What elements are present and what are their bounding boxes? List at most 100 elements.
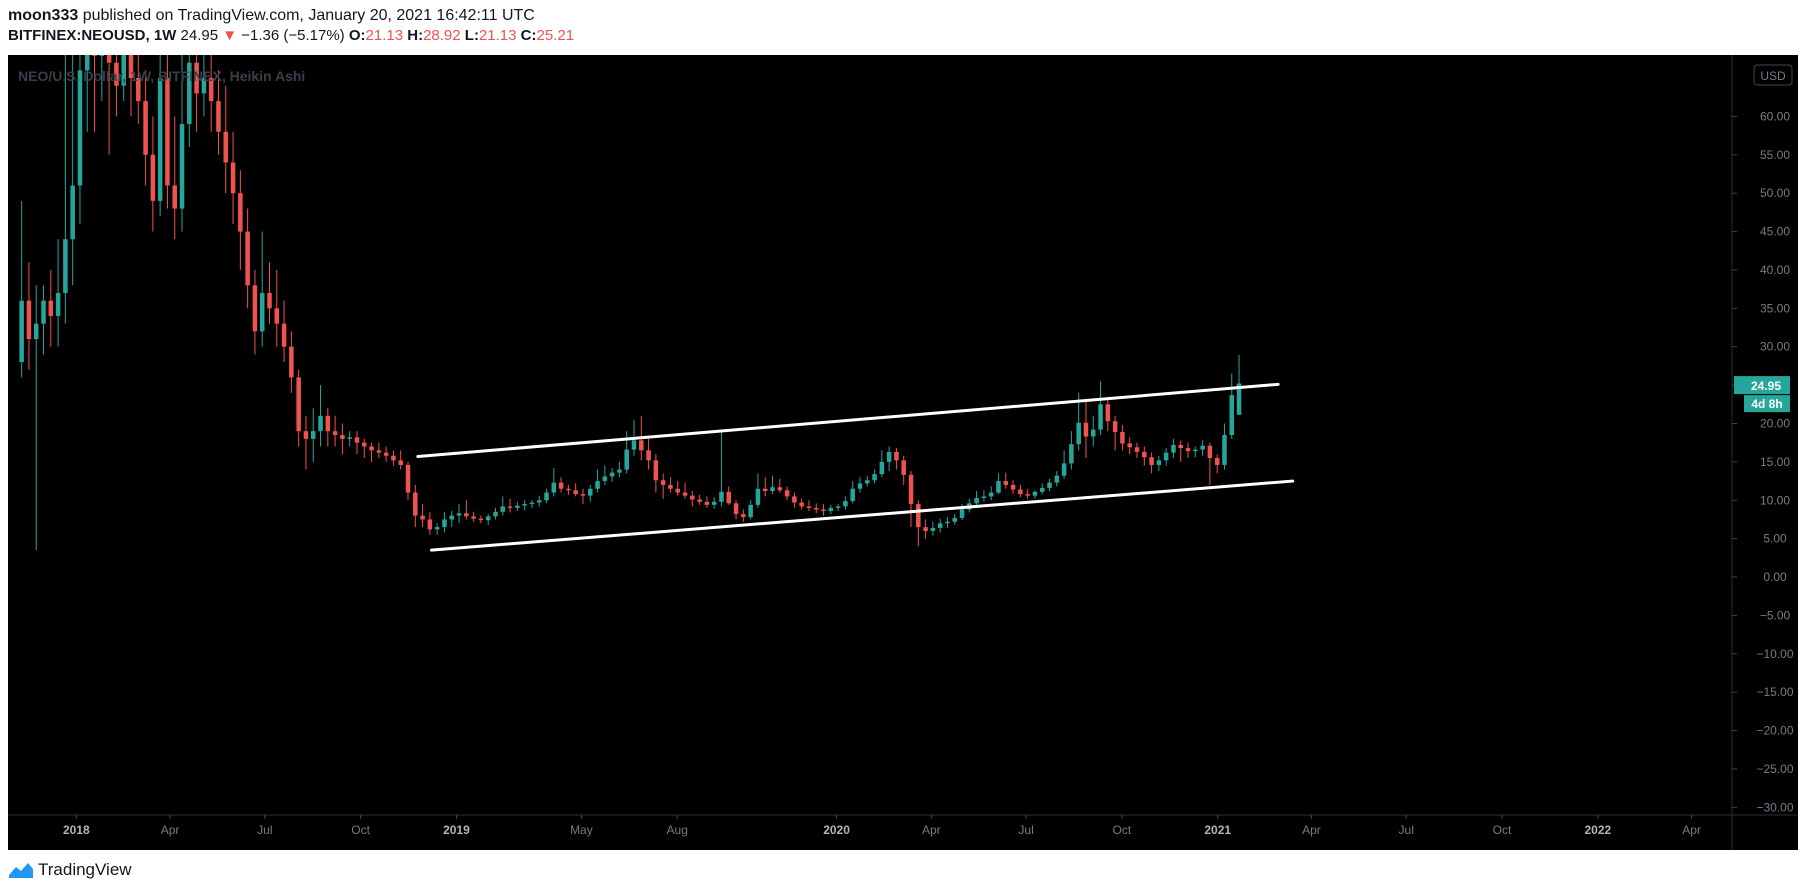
candle[interactable] (748, 500, 753, 520)
candle[interactable] (930, 521, 936, 536)
candle[interactable] (726, 486, 732, 505)
candle[interactable] (201, 55, 207, 117)
candle[interactable] (1156, 455, 1162, 472)
candle[interactable] (595, 469, 600, 493)
candle[interactable] (230, 131, 236, 224)
candle[interactable] (238, 170, 243, 270)
candle[interactable] (1207, 442, 1213, 485)
candle[interactable] (1112, 415, 1118, 451)
candle[interactable] (558, 477, 564, 493)
candle[interactable] (835, 504, 841, 511)
candle[interactable] (1047, 478, 1052, 492)
candle[interactable] (150, 116, 156, 232)
candle[interactable] (522, 500, 527, 511)
candle[interactable] (165, 55, 170, 209)
candle[interactable] (478, 515, 484, 524)
candle[interactable] (19, 200, 24, 378)
candle[interactable] (1105, 396, 1111, 432)
candle[interactable] (566, 484, 571, 495)
candle[interactable] (799, 498, 804, 510)
candle[interactable] (289, 331, 294, 393)
candle[interactable] (573, 483, 578, 497)
candle[interactable] (106, 55, 112, 155)
candle[interactable] (245, 208, 250, 309)
candle[interactable] (456, 504, 462, 524)
candle[interactable] (952, 514, 958, 525)
candle[interactable] (223, 85, 229, 194)
candle[interactable] (1214, 454, 1220, 474)
candle[interactable] (653, 454, 659, 493)
candle[interactable] (828, 504, 834, 515)
candle[interactable] (281, 300, 287, 363)
candle[interactable] (274, 269, 280, 347)
candle[interactable] (1229, 373, 1235, 439)
candle[interactable] (937, 518, 943, 533)
candle[interactable] (675, 481, 680, 496)
candle[interactable] (1120, 425, 1125, 451)
candle[interactable] (711, 497, 717, 509)
candle[interactable] (609, 468, 615, 482)
candle[interactable] (77, 55, 83, 224)
candle[interactable] (1149, 452, 1154, 474)
candle[interactable] (544, 488, 549, 504)
candle[interactable] (741, 509, 746, 522)
candle[interactable] (216, 70, 221, 155)
time-axis[interactable]: 2018 Apr Jul Oct 2019 May Aug 2020 Apr Jul Oct 2021… (63, 815, 1701, 837)
candle[interactable] (383, 446, 389, 462)
candle[interactable] (1222, 423, 1227, 470)
candle[interactable] (536, 495, 542, 507)
candle[interactable] (1098, 381, 1103, 435)
candle[interactable] (660, 473, 666, 499)
candle[interactable] (857, 477, 863, 493)
candle[interactable] (347, 431, 352, 447)
candle[interactable] (901, 455, 906, 485)
candle[interactable] (1025, 488, 1030, 499)
channel-trendline[interactable] (429, 479, 1295, 552)
candle[interactable] (1083, 400, 1089, 459)
candle[interactable] (99, 55, 105, 102)
candle[interactable] (777, 478, 783, 493)
candle[interactable] (719, 431, 724, 507)
candle[interactable] (318, 385, 323, 447)
candle[interactable] (434, 523, 440, 535)
candle[interactable] (121, 55, 126, 102)
candle[interactable] (872, 469, 877, 484)
candle[interactable] (617, 461, 622, 478)
candle[interactable] (806, 500, 812, 511)
candle[interactable] (894, 448, 899, 470)
candle[interactable] (1200, 440, 1205, 456)
candle[interactable] (580, 488, 586, 505)
candle[interactable] (325, 408, 331, 447)
candle[interactable] (449, 511, 455, 528)
candle[interactable] (668, 477, 673, 493)
footer-branding[interactable]: TradingView (8, 860, 132, 880)
candle[interactable] (128, 55, 134, 117)
candle[interactable] (485, 514, 491, 525)
candle[interactable] (376, 442, 382, 459)
candle[interactable] (136, 55, 141, 125)
candle[interactable] (1178, 440, 1183, 462)
candle[interactable] (1193, 446, 1198, 458)
candle[interactable] (33, 285, 39, 551)
candle[interactable] (92, 55, 97, 132)
candle[interactable] (369, 442, 374, 462)
candle[interactable] (1090, 415, 1096, 447)
author-name[interactable]: moon333 (8, 7, 79, 24)
candle[interactable] (755, 473, 761, 508)
candle[interactable] (405, 461, 411, 501)
candle[interactable] (157, 55, 163, 217)
candle[interactable] (821, 504, 826, 516)
candle[interactable] (1236, 355, 1242, 415)
candle[interactable] (865, 475, 870, 487)
candle[interactable] (398, 450, 403, 470)
candle[interactable] (332, 415, 338, 447)
candle[interactable] (1054, 471, 1060, 487)
candle[interactable] (1134, 442, 1140, 459)
candle[interactable] (84, 55, 90, 132)
candle[interactable] (551, 468, 557, 497)
candle[interactable] (886, 446, 892, 472)
candle[interactable] (682, 482, 688, 499)
candle[interactable] (1061, 450, 1067, 479)
candle[interactable] (41, 285, 46, 355)
candle[interactable] (923, 519, 928, 539)
